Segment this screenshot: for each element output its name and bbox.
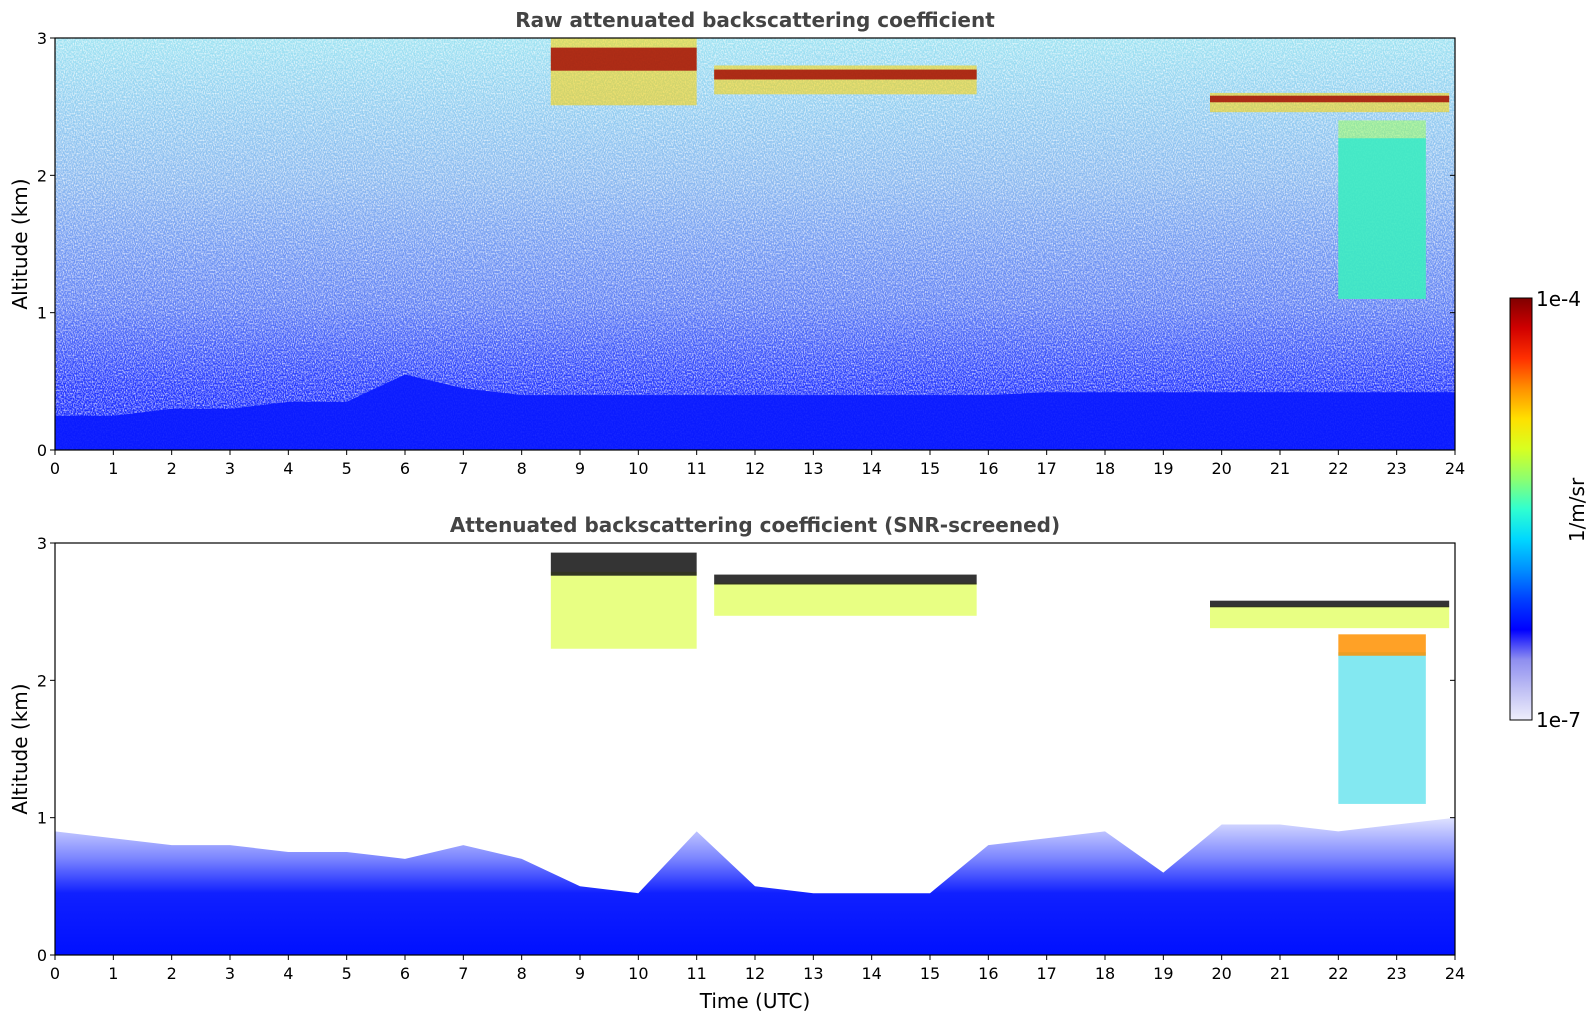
- x-axis-label: Time (UTC): [699, 989, 811, 1013]
- x-tick-label: 16: [978, 459, 998, 478]
- x-tick-label: 3: [225, 459, 235, 478]
- x-tick-label: 4: [283, 964, 293, 983]
- boundary-layer: [55, 817, 1455, 955]
- x-tick-label: 11: [686, 964, 706, 983]
- x-tick-label: 6: [400, 459, 410, 478]
- x-tick-label: 15: [920, 964, 940, 983]
- x-tick-label: 10: [628, 964, 648, 983]
- y-tick-label: 3: [37, 29, 47, 48]
- screened-cloud-core: [1210, 600, 1450, 608]
- x-tick-label: 2: [167, 459, 177, 478]
- x-tick-label: 0: [50, 964, 60, 983]
- x-tick-label: 11: [686, 459, 706, 478]
- screened-cloud-fill: [714, 582, 977, 616]
- x-tick-label: 21: [1270, 459, 1290, 478]
- screened-cloud-fill: [1210, 606, 1450, 629]
- x-tick-label: 17: [1036, 964, 1056, 983]
- x-tick-label: 13: [803, 459, 823, 478]
- x-tick-label: 20: [1211, 964, 1231, 983]
- cloud-core: [550, 47, 697, 71]
- x-tick-label: 23: [1386, 964, 1406, 983]
- x-tick-label: 7: [458, 964, 468, 983]
- panel1-title: Raw attenuated backscattering coefficien…: [515, 8, 995, 32]
- x-tick-label: 12: [745, 964, 765, 983]
- x-tick-label: 21: [1270, 964, 1290, 983]
- y-tick-label: 0: [37, 946, 47, 965]
- x-tick-label: 14: [861, 964, 881, 983]
- screened-cloud-core: [550, 552, 697, 576]
- y-tick-label: 0: [37, 441, 47, 460]
- x-tick-label: 1: [108, 459, 118, 478]
- panel2-title: Attenuated backscattering coefficient (S…: [450, 513, 1060, 537]
- x-tick-label: 8: [517, 964, 527, 983]
- near-surface-aerosol-layer: [55, 374, 1455, 450]
- x-tick-label: 1: [108, 964, 118, 983]
- y-tick-label: 3: [37, 534, 47, 553]
- screened-cloud-fill: [550, 571, 697, 649]
- y-tick-label: 2: [37, 166, 47, 185]
- x-tick-label: 24: [1445, 964, 1465, 983]
- x-tick-label: 23: [1386, 459, 1406, 478]
- cloud-core: [1210, 95, 1450, 103]
- x-tick-label: 22: [1328, 459, 1348, 478]
- cloud-core: [1338, 138, 1426, 299]
- x-tick-label: 13: [803, 964, 823, 983]
- colorbar-gradient: [1509, 297, 1533, 721]
- x-tick-label: 18: [1095, 964, 1115, 983]
- y-tick-label: 1: [37, 304, 47, 323]
- x-tick-label: 5: [342, 964, 352, 983]
- x-tick-label: 4: [283, 459, 293, 478]
- x-tick-label: 20: [1211, 459, 1231, 478]
- x-tick-label: 9: [575, 964, 585, 983]
- x-tick-label: 0: [50, 459, 60, 478]
- x-tick-label: 7: [458, 459, 468, 478]
- colorbar: 1e-4 1e-7 1/m/sr: [1509, 287, 1589, 732]
- y-tick-label: 2: [37, 671, 47, 690]
- x-tick-label: 6: [400, 964, 410, 983]
- x-tick-label: 18: [1095, 459, 1115, 478]
- cloud-core: [714, 69, 977, 80]
- x-tick-label: 9: [575, 459, 585, 478]
- raw-backscatter-panel: Raw attenuated backscattering coefficien…: [8, 8, 1465, 478]
- x-tick-label: 8: [517, 459, 527, 478]
- x-tick-label: 15: [920, 459, 940, 478]
- x-tick-label: 19: [1153, 459, 1173, 478]
- panel2-y-axis-label: Altitude (km): [8, 683, 32, 814]
- screened-cloud-core: [714, 574, 977, 585]
- colorbar-unit-label: 1/m/sr: [1565, 477, 1589, 542]
- x-tick-label: 5: [342, 459, 352, 478]
- x-tick-label: 10: [628, 459, 648, 478]
- x-tick-label: 24: [1445, 459, 1465, 478]
- colorbar-max-label: 1e-4: [1536, 287, 1581, 311]
- panel1-y-axis-label: Altitude (km): [8, 178, 32, 309]
- screened-cloud-core: [1338, 634, 1426, 656]
- x-tick-label: 16: [978, 964, 998, 983]
- x-tick-label: 14: [861, 459, 881, 478]
- x-tick-label: 17: [1036, 459, 1056, 478]
- x-tick-label: 2: [167, 964, 177, 983]
- colorbar-min-label: 1e-7: [1536, 708, 1581, 732]
- screened-cloud-fill: [1338, 652, 1426, 804]
- y-tick-label: 1: [37, 809, 47, 828]
- screened-backscatter-panel: Attenuated backscattering coefficient (S…: [8, 513, 1465, 1013]
- x-tick-label: 3: [225, 964, 235, 983]
- x-tick-label: 22: [1328, 964, 1348, 983]
- x-tick-label: 12: [745, 459, 765, 478]
- x-tick-label: 19: [1153, 964, 1173, 983]
